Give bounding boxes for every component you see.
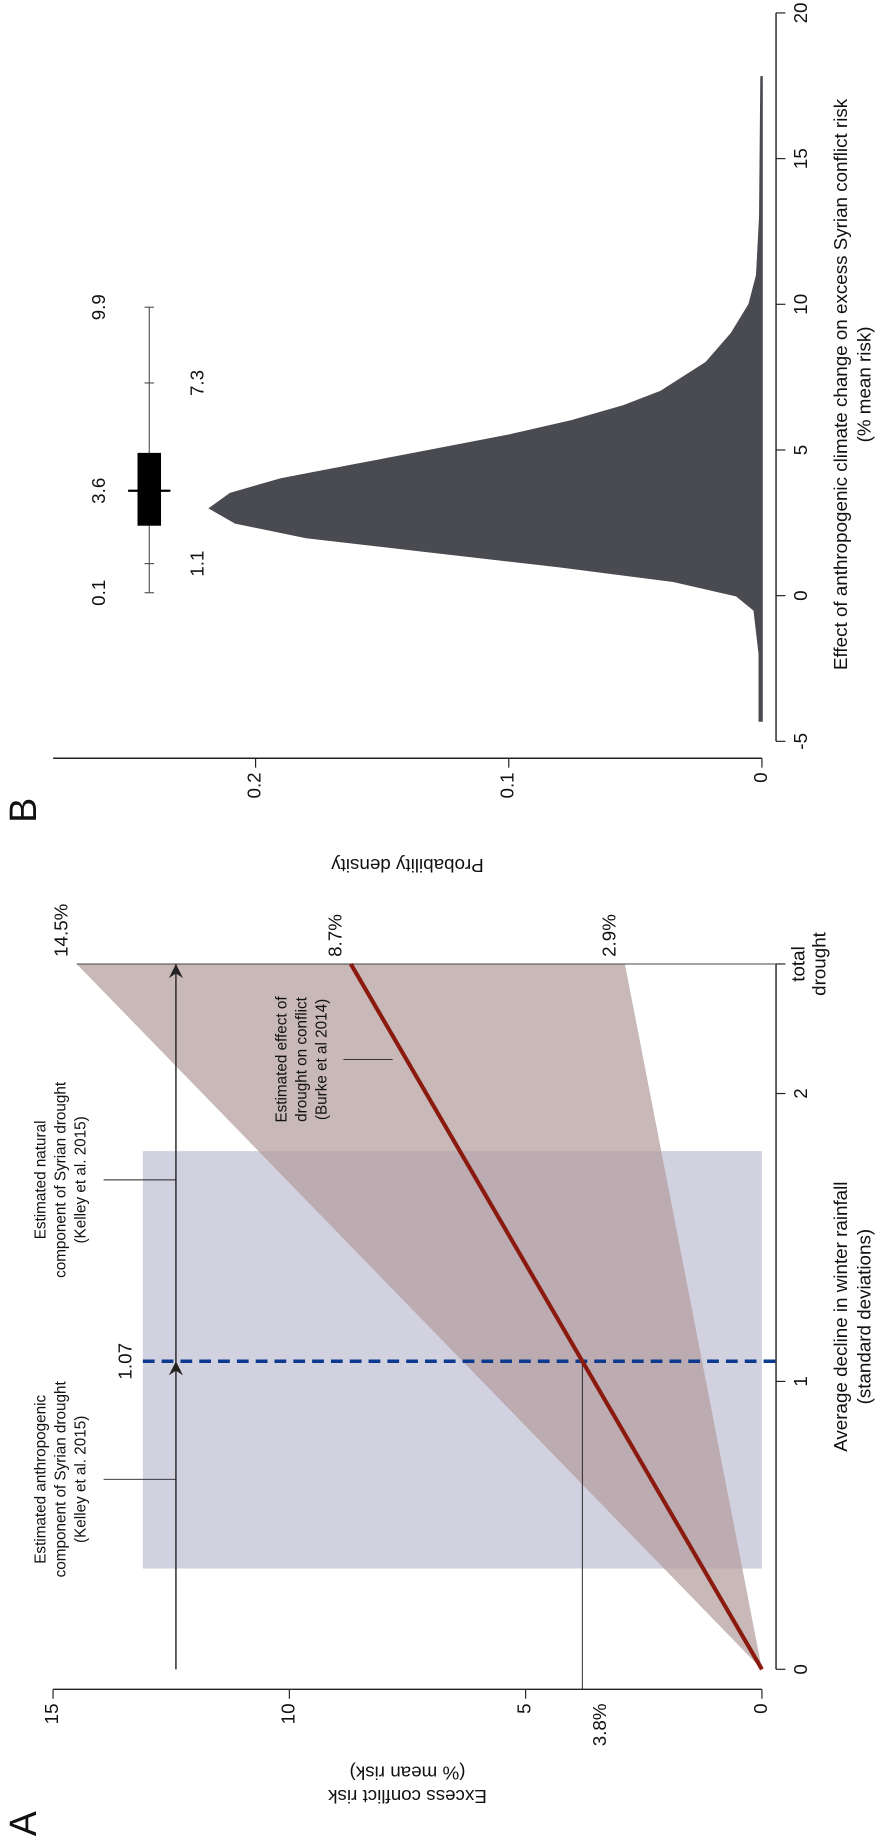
- y-axis-label: Excess conflict risk: [328, 1786, 487, 1807]
- y-axis-label: Probability density: [331, 855, 484, 876]
- y-tick-label: 0: [750, 772, 771, 782]
- x-axis-label: Average decline in winter rainfall: [830, 1182, 851, 1452]
- box-label: 7.3: [187, 370, 208, 396]
- end-label: 2.9%: [599, 914, 620, 957]
- x-axis-label: (standard deviations): [853, 1229, 874, 1405]
- x-tick-label: 20: [790, 2, 811, 23]
- effect-line: [349, 962, 764, 1671]
- annotation: Estimated effect of: [273, 996, 290, 1123]
- annotation: component of Syrian drought: [52, 1381, 69, 1578]
- annotation: component of Syrian drought: [52, 1081, 69, 1278]
- x-tick-label: 0: [790, 1664, 811, 1674]
- box-label: 3.6: [88, 478, 109, 504]
- x-tick-label: 2: [790, 1088, 811, 1098]
- box-label: 1.1: [187, 551, 208, 577]
- annotation: (Burke et al 2014): [313, 999, 330, 1120]
- x-tick-label: 10: [790, 294, 811, 315]
- arrow-head: [168, 963, 183, 979]
- x-tick-label: 1: [790, 1376, 811, 1386]
- annotation: (Kelley et al. 2015): [72, 1416, 89, 1543]
- y-tick-label: 0.2: [244, 772, 265, 798]
- x-axis-label: (% mean risk): [853, 326, 874, 442]
- end-label: 14.5%: [51, 903, 72, 957]
- y-tick-label: 10: [277, 1703, 298, 1724]
- end-label: 8.7%: [325, 914, 346, 957]
- annotation: Estimated anthropogenic: [32, 1395, 49, 1564]
- density-area: [208, 76, 763, 722]
- y-axis-label: (% mean risk): [350, 1763, 466, 1784]
- x-tick-label: total: [788, 946, 809, 982]
- annotation: Estimated natural: [32, 1120, 49, 1239]
- annotation: drought on conflict: [293, 996, 310, 1122]
- uncertainty-band: [76, 963, 762, 1670]
- x-tick-label: 15: [790, 148, 811, 169]
- y-tick-label: 15: [41, 1703, 62, 1724]
- marker-y-label: 3.8%: [589, 1703, 610, 1746]
- arrow-head: [168, 1361, 183, 1376]
- box-label: 9.9: [88, 294, 109, 320]
- x-tick-label: drought: [809, 931, 830, 996]
- x-tick-label: 0: [790, 590, 811, 600]
- panel-label: B: [2, 798, 44, 823]
- panel-label: A: [2, 1810, 44, 1836]
- annotation: (Kelley et al. 2015): [72, 1116, 89, 1243]
- x-axis-label: Effect of anthropogenic climate change o…: [830, 98, 851, 670]
- y-tick-label: 0.1: [497, 772, 518, 798]
- box-label: 0.1: [88, 580, 109, 606]
- x-tick-label: 5: [790, 445, 811, 455]
- x-tick-label: -5: [790, 733, 811, 750]
- y-tick-label: 0: [750, 1703, 771, 1713]
- y-tick-label: 5: [514, 1703, 535, 1713]
- box: [137, 452, 162, 526]
- marker-label: 1.07: [114, 1343, 135, 1380]
